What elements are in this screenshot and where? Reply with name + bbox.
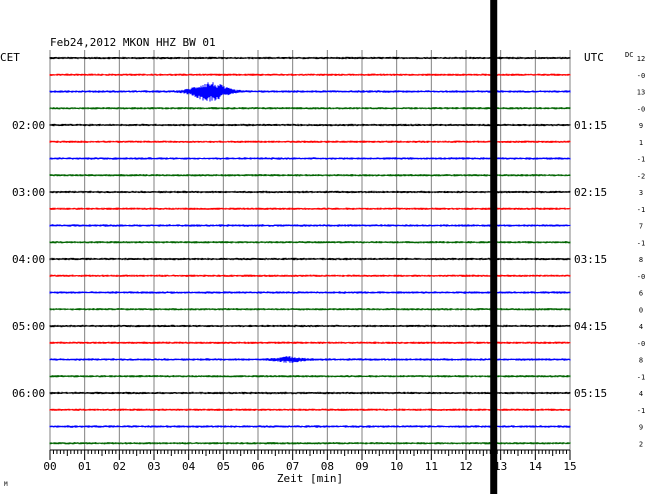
trace-12 xyxy=(49,257,571,261)
dc-offset-4: 9 xyxy=(639,122,643,130)
x-tick-label-10: 10 xyxy=(390,460,403,473)
dc-offset-3: -0 xyxy=(637,105,645,113)
dc-offset-7: -2 xyxy=(637,172,645,180)
trace-6 xyxy=(49,157,571,160)
right-hour-label-12: 03:15 xyxy=(574,253,607,266)
x-tick-label-01: 01 xyxy=(78,460,91,473)
trace-3 xyxy=(49,107,571,110)
x-tick-label-02: 02 xyxy=(113,460,126,473)
left-hour-label-16: 05:00 xyxy=(12,320,45,333)
dc-offset-15: 0 xyxy=(639,306,643,314)
trace-1 xyxy=(49,73,571,76)
trace-21 xyxy=(49,408,571,411)
marker-layer xyxy=(490,0,498,494)
right-hour-label-20: 05:15 xyxy=(574,387,607,400)
left-hour-label-4: 02:00 xyxy=(12,119,45,132)
trace-9 xyxy=(49,207,571,210)
trace-17 xyxy=(49,341,571,344)
trace-2 xyxy=(49,82,571,102)
trace-20 xyxy=(49,391,571,395)
dc-offset-21: -1 xyxy=(637,407,645,415)
trace-4 xyxy=(49,123,571,127)
trace-5 xyxy=(49,140,571,143)
x-tick-label-04: 04 xyxy=(182,460,196,473)
dc-offset-11: -1 xyxy=(637,239,645,247)
x-tick-label-07: 07 xyxy=(286,460,299,473)
dc-offset-22: 9 xyxy=(639,424,643,432)
x-tick-label-12: 12 xyxy=(459,460,472,473)
chart-title: Feb24,2012 MKON HHZ BW 01 xyxy=(50,36,216,49)
x-axis-label: Zeit [min] xyxy=(277,472,343,485)
dc-offset-9: -1 xyxy=(637,206,645,214)
trace-10 xyxy=(49,224,571,227)
trace-19 xyxy=(49,375,571,378)
right-hour-label-8: 02:15 xyxy=(574,186,607,199)
trace-22 xyxy=(49,425,571,428)
x-tick-label-09: 09 xyxy=(355,460,368,473)
left-hour-label-8: 03:00 xyxy=(12,186,45,199)
left-timezone-label: CET xyxy=(0,51,20,64)
dc-offset-23: 2 xyxy=(639,440,643,448)
left-hour-label-12: 04:00 xyxy=(12,253,45,266)
dc-offset-14: 6 xyxy=(639,290,643,298)
dc-offset-19: -1 xyxy=(637,373,645,381)
corner-mark: M xyxy=(4,481,8,488)
dc-header-label: DC xyxy=(625,51,633,59)
trace-18 xyxy=(49,356,571,363)
dc-offset-13: -0 xyxy=(637,273,645,281)
trace-8 xyxy=(49,190,571,194)
trace-0 xyxy=(49,56,571,60)
dc-offset-16: 4 xyxy=(639,323,643,331)
right-hour-label-16: 04:15 xyxy=(574,320,607,333)
dc-offset-1: -0 xyxy=(637,72,645,80)
dc-offset-10: 7 xyxy=(639,223,643,231)
trace-13 xyxy=(49,274,571,277)
trace-15 xyxy=(49,308,571,311)
x-tick-label-15: 15 xyxy=(563,460,576,473)
x-tick-label-08: 08 xyxy=(321,460,334,473)
dc-offset-2: 13 xyxy=(637,89,645,97)
time-marker xyxy=(490,0,498,494)
trace-23 xyxy=(49,442,571,445)
x-tick-label-00: 00 xyxy=(43,460,56,473)
dc-offset-0: 12 xyxy=(637,55,645,63)
trace-11 xyxy=(49,241,571,244)
x-tick-label-11: 11 xyxy=(425,460,438,473)
right-hour-label-4: 01:15 xyxy=(574,119,607,132)
x-tick-label-03: 03 xyxy=(147,460,160,473)
dc-offset-8: 3 xyxy=(639,189,643,197)
trace-layer xyxy=(49,56,571,445)
dc-offset-18: 8 xyxy=(639,357,643,365)
dc-offset-20: 4 xyxy=(639,390,643,398)
dc-offset-17: -0 xyxy=(637,340,645,348)
x-tick-label-06: 06 xyxy=(251,460,264,473)
dc-offset-6: -1 xyxy=(637,156,645,164)
x-tick-label-14: 14 xyxy=(529,460,543,473)
x-tick-label-13: 13 xyxy=(494,460,507,473)
left-hour-label-20: 06:00 xyxy=(12,387,45,400)
trace-7 xyxy=(49,174,571,177)
right-timezone-label: UTC xyxy=(584,51,604,64)
label-layer: Feb24,2012 MKON HHZ BW 01 CET UTC DC Zei… xyxy=(0,36,645,488)
x-tick-label-05: 05 xyxy=(217,460,230,473)
grid-layer xyxy=(49,50,571,450)
dc-offset-12: 8 xyxy=(639,256,643,264)
dc-offset-5: 1 xyxy=(639,139,643,147)
trace-16 xyxy=(49,324,571,328)
trace-14 xyxy=(49,291,571,294)
axis-layer xyxy=(49,449,571,460)
